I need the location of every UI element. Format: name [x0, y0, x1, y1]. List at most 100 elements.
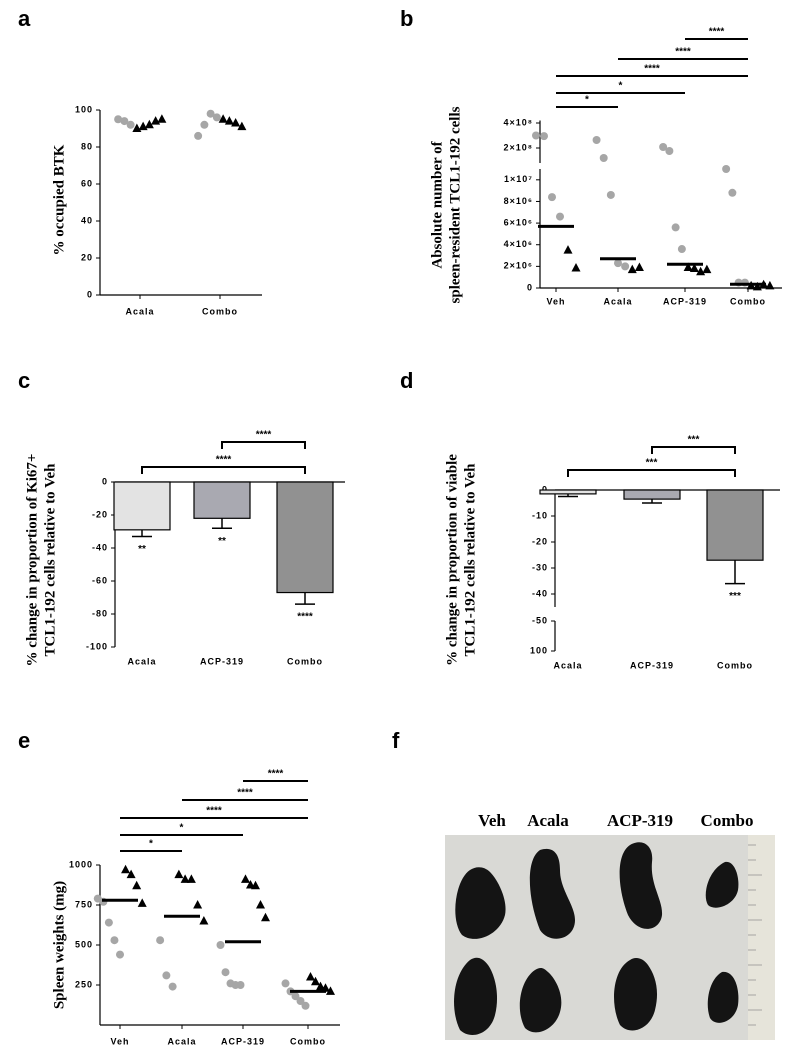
triangle-point	[231, 117, 241, 127]
circle-point	[728, 188, 737, 197]
y-tick-label: 500	[75, 939, 93, 949]
circle-point	[606, 190, 615, 199]
y-tick-label: 6×10⁶	[504, 217, 533, 227]
bar	[539, 489, 597, 495]
x-tick-label: ACP-319	[221, 1036, 265, 1046]
y-axis-label: Spleen weights (mg)	[51, 881, 67, 1009]
x-tick-label: ACP-319	[663, 296, 707, 306]
spleen	[705, 861, 739, 908]
photo-label: ACP-319	[607, 811, 673, 830]
triangle-point	[261, 912, 270, 922]
triangle-point	[306, 972, 315, 981]
panel-letter: a	[18, 6, 31, 31]
y-axis-label: % change in proportion of viable	[444, 454, 460, 666]
triangle-point	[627, 264, 637, 274]
triangle-point	[137, 898, 147, 907]
circle-point	[126, 120, 135, 129]
circle-point	[194, 131, 203, 140]
y-tick-label: -10	[532, 510, 548, 520]
circle-point	[548, 193, 556, 202]
circle-point	[212, 113, 221, 122]
triangle-point	[186, 874, 196, 883]
comparison-label: ****	[644, 64, 660, 75]
comparison-label: *	[619, 81, 623, 92]
circle-point	[532, 131, 540, 140]
circle-point	[556, 212, 564, 221]
ruler	[748, 835, 775, 1040]
error-bar	[725, 560, 745, 585]
x-tick-label: ACP-319	[200, 656, 244, 666]
triangle-point	[563, 245, 573, 254]
bar	[623, 489, 681, 500]
comparison-label: ****	[237, 788, 253, 799]
y-tick-label: -80	[92, 608, 108, 618]
comparison-label: ****	[256, 430, 272, 441]
circle-point	[592, 136, 601, 144]
y-tick-label: 0	[527, 282, 533, 292]
circle-point	[722, 165, 731, 173]
x-tick-label: Acala	[553, 660, 582, 670]
y-tick-label: 80	[81, 141, 93, 151]
x-tick-label: Combo	[290, 1036, 326, 1046]
circle-point	[216, 941, 225, 949]
spleen	[455, 867, 506, 939]
comparison-label: ****	[709, 27, 725, 38]
circle-point	[236, 981, 245, 989]
triangle-point	[144, 119, 154, 129]
x-tick-label: Veh	[110, 1036, 129, 1046]
comparison-label: ****	[216, 455, 232, 466]
circle-point	[162, 971, 171, 980]
spleen	[519, 967, 562, 1033]
significance-label: ***	[729, 591, 741, 602]
triangle-point	[132, 880, 142, 890]
y-tick-label: 4×10⁸	[503, 117, 533, 127]
circle-point	[156, 936, 165, 945]
comparison-bracket	[651, 446, 736, 454]
y-tick-label: -30	[532, 562, 548, 572]
panel-letter: f	[392, 728, 400, 753]
triangle-point	[251, 880, 260, 890]
x-tick-label: Combo	[287, 656, 323, 666]
spleen	[529, 848, 575, 939]
triangle-point	[702, 264, 712, 274]
y-tick-label: 100	[530, 645, 548, 655]
panel-letter: b	[400, 6, 413, 31]
y-axis-label: spleen-resident TCL1-192 cells	[447, 106, 463, 303]
comparison-label: ***	[646, 458, 658, 469]
circle-point	[301, 1001, 310, 1010]
triangle-point	[316, 981, 325, 991]
triangle-point	[571, 262, 581, 272]
comparison-label: ***	[688, 435, 700, 446]
bar	[706, 489, 764, 561]
y-tick-label: -20	[532, 536, 548, 546]
triangle-point	[218, 114, 228, 123]
triangle-point	[326, 986, 335, 995]
y-tick-label: 0	[542, 484, 548, 494]
circle-point	[614, 259, 622, 268]
panel-letter: c	[18, 368, 30, 393]
y-tick-label: 4×10⁶	[504, 239, 533, 249]
y-axis-label: % change in proportion of Ki67+	[24, 454, 40, 667]
x-tick-label: Combo	[202, 306, 238, 316]
y-tick-label: 20	[81, 252, 93, 262]
x-tick-label: ACP-319	[630, 660, 674, 670]
triangle-point	[199, 916, 209, 925]
panel-letter: d	[400, 368, 413, 393]
x-tick-label: Combo	[730, 296, 766, 306]
x-tick-label: Acala	[603, 296, 632, 306]
y-tick-label: 1×10⁷	[504, 174, 533, 184]
panel-letter: e	[18, 728, 30, 753]
significance-label: ****	[297, 612, 313, 623]
y-tick-label: 1000	[69, 859, 93, 869]
circle-point	[104, 918, 113, 927]
x-tick-label: Acala	[125, 306, 154, 316]
y-axis-label: TCL1-192 cells relative to Veh	[42, 463, 58, 657]
circle-point	[168, 982, 177, 991]
circle-point	[291, 992, 300, 1001]
y-axis-label: TCL1-192 cells relative to Veh	[462, 463, 478, 657]
y-tick-label: 250	[75, 979, 93, 989]
y-tick-label: -40	[532, 588, 548, 598]
comparison-label: *	[180, 823, 184, 834]
y-tick-label: 0	[102, 476, 108, 486]
